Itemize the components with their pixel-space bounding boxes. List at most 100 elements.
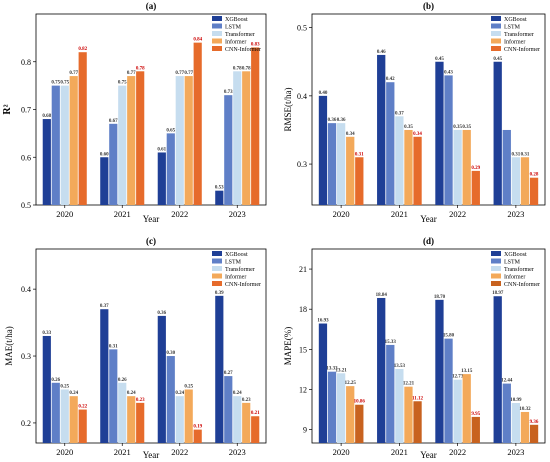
data-label: 0.46: [377, 50, 386, 55]
legend-label: LSTM: [225, 259, 242, 265]
legend-label: Informer: [225, 38, 246, 45]
y-tick-label: 15: [299, 345, 307, 354]
bar-lstm: [444, 75, 453, 206]
data-label: 0.73: [224, 90, 233, 95]
bar-xgboost: [100, 157, 109, 205]
data-label: 0.34: [346, 132, 355, 137]
bar-informer: [127, 76, 136, 205]
bar-transformer: [511, 157, 521, 205]
bar-cnn-informer: [355, 157, 364, 205]
legend-label: CNN-Informer: [225, 46, 261, 53]
x-tick-label: 2022: [449, 209, 466, 219]
x-tick-label: 2023: [507, 447, 524, 457]
legend-swatch: [491, 273, 501, 279]
bar-xgboost: [493, 61, 502, 205]
bar-informer: [404, 129, 413, 205]
data-label: 9.36: [530, 420, 539, 425]
data-label: 0.77: [184, 71, 193, 76]
data-label: 0.24: [233, 391, 242, 396]
x-axis-label: Year: [143, 214, 160, 224]
bar-cnn-informer: [355, 404, 364, 443]
bar-xgboost: [377, 297, 386, 443]
data-label: 0.31: [521, 152, 530, 157]
bar-lstm: [502, 129, 511, 205]
bar-lstm: [224, 95, 233, 205]
data-label: 0.82: [78, 47, 87, 52]
bar-lstm: [386, 82, 395, 205]
legend-label: LSTM: [504, 259, 521, 265]
bar-transformer: [233, 396, 242, 443]
bar-transformer: [60, 85, 69, 205]
bar-xgboost: [435, 61, 444, 205]
bar-xgboost: [493, 296, 502, 443]
bar-transformer: [175, 76, 184, 205]
y-tick-label: 0.7: [21, 106, 31, 115]
bar-cnn-informer: [471, 416, 480, 443]
bar-lstm: [166, 356, 175, 443]
bar-xgboost: [318, 323, 328, 443]
data-label: 0.77: [175, 71, 184, 76]
x-tick-label: 2021: [391, 209, 408, 219]
data-label: 15.33: [385, 340, 397, 345]
bar-cnn-informer: [529, 424, 539, 443]
data-label: 0.33: [42, 331, 51, 336]
legend-label: Transformer: [225, 266, 255, 273]
legend-swatch: [212, 46, 222, 51]
bar-cnn-informer: [193, 429, 202, 443]
bar-informer: [462, 129, 471, 205]
legend-label: XGBoost: [504, 252, 527, 258]
data-label: 0.26: [118, 378, 127, 383]
bar-transformer: [60, 389, 69, 443]
x-tick-label: 2022: [171, 209, 188, 219]
y-tick-label: 0.2: [21, 419, 31, 428]
x-tick-label: 2020: [56, 209, 73, 219]
chart-title: (d): [423, 236, 434, 246]
data-label: 13.33: [326, 367, 338, 372]
bar-transformer: [175, 396, 184, 443]
legend-swatch: [212, 281, 222, 286]
bar-transformer: [395, 369, 404, 443]
legend-label: Informer: [504, 273, 525, 280]
plot-frame: [35, 248, 267, 444]
data-label: 0.35: [453, 125, 462, 130]
data-label: 9.95: [471, 412, 480, 417]
data-label: 0.42: [386, 77, 395, 82]
bar-cnn-informer: [136, 402, 145, 443]
data-label: 0.45: [493, 57, 502, 62]
y-tick-label: 0.5: [297, 24, 307, 33]
x-tick-label: 2020: [333, 209, 350, 219]
bar-xgboost: [215, 190, 224, 205]
data-label: 0.31: [109, 344, 118, 349]
data-label: 0.23: [136, 398, 145, 403]
legend-label: Transformer: [504, 266, 534, 273]
data-label: 15.80: [443, 334, 455, 339]
legend-label: XGBoost: [225, 17, 248, 23]
data-label: 18.97: [492, 291, 504, 296]
bar-cnn-informer: [251, 416, 260, 443]
data-label: 0.67: [109, 119, 118, 124]
data-label: 0.60: [100, 152, 109, 157]
legend-label: CNN-Informer: [504, 46, 540, 53]
bar-cnn-informer: [251, 47, 260, 205]
x-tick-label: 2021: [391, 447, 408, 457]
x-tick-label: 2023: [229, 447, 246, 457]
x-tick-label: 2023: [507, 209, 524, 219]
x-tick-label: 2022: [171, 447, 188, 457]
bar-transformer: [336, 123, 346, 205]
bar-cnn-informer: [529, 177, 539, 205]
bar-transformer: [118, 382, 127, 443]
x-tick-label: 2023: [229, 209, 246, 219]
data-label: 0.65: [166, 128, 175, 133]
y-tick-label: 0.4: [21, 285, 31, 294]
bar-xgboost: [157, 315, 166, 443]
x-tick-label: 2021: [114, 447, 131, 457]
legend-label: XGBoost: [225, 252, 248, 258]
data-label: 0.53: [215, 186, 224, 191]
legend-swatch: [491, 23, 501, 29]
y-tick-label: 0.6: [21, 153, 31, 162]
data-label: 0.35: [462, 125, 471, 130]
y-tick-label: 12: [299, 385, 307, 394]
data-label: 0.24: [69, 391, 78, 396]
bar-cnn-informer: [413, 401, 422, 443]
data-label: 0.30: [166, 351, 175, 356]
